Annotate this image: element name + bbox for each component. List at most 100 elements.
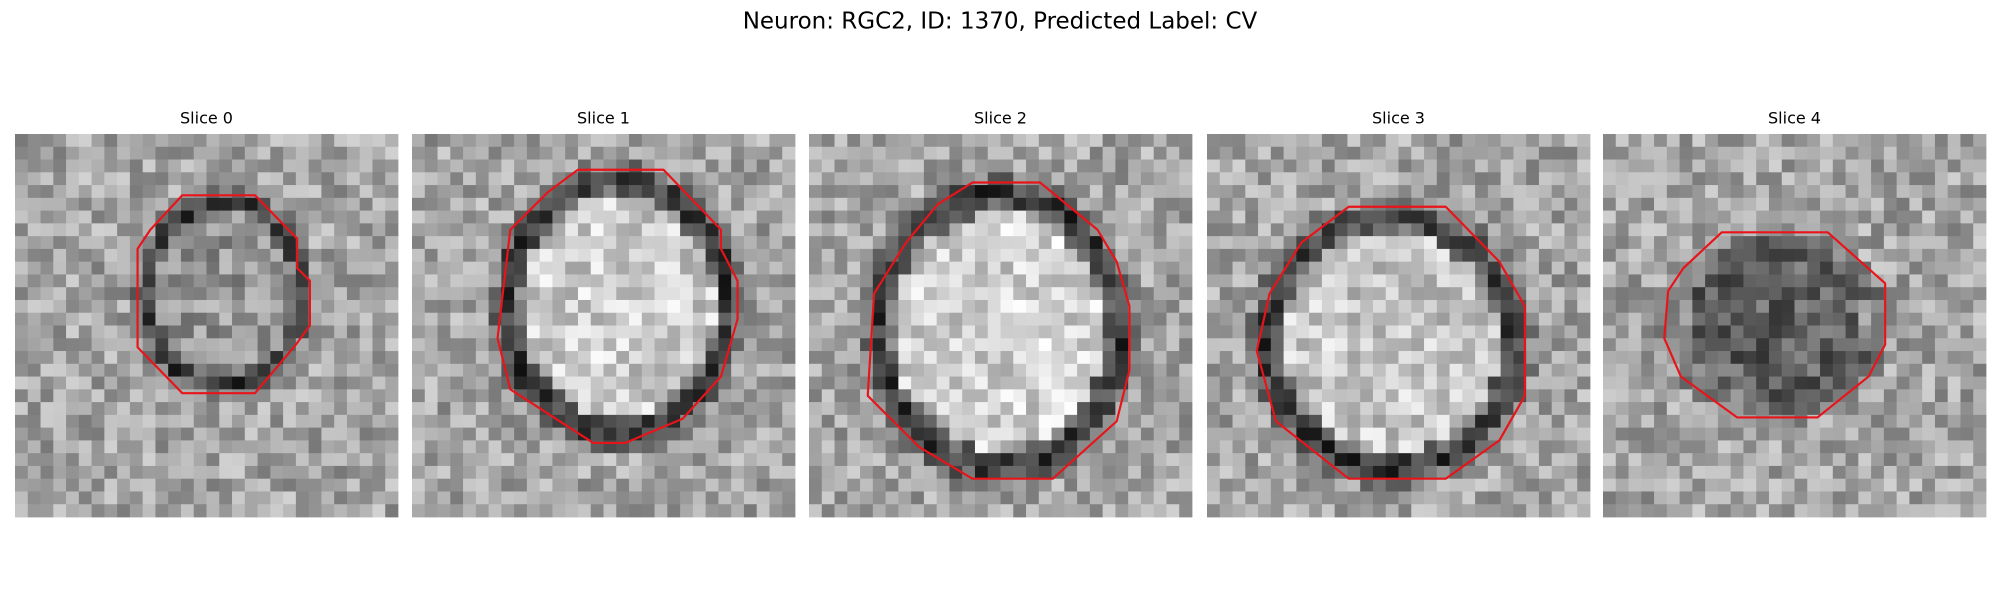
pixel bbox=[1283, 338, 1297, 352]
pixel bbox=[1462, 261, 1476, 275]
pixel bbox=[1051, 325, 1065, 339]
pixel bbox=[1270, 159, 1284, 173]
pixel bbox=[898, 210, 912, 224]
pixel bbox=[1309, 427, 1323, 441]
pixel bbox=[1845, 159, 1859, 173]
pixel bbox=[412, 389, 426, 403]
pixel bbox=[1513, 325, 1527, 339]
pixel bbox=[565, 478, 579, 492]
pixel bbox=[463, 363, 477, 377]
pixel bbox=[437, 465, 451, 480]
pixel bbox=[834, 440, 848, 454]
pixel bbox=[1038, 159, 1052, 173]
pixel bbox=[1258, 197, 1272, 211]
pixel bbox=[1934, 134, 1949, 148]
pixel bbox=[117, 287, 131, 301]
pixel bbox=[1140, 299, 1155, 314]
pixel bbox=[1564, 389, 1578, 403]
pixel bbox=[1219, 274, 1233, 288]
pixel bbox=[1909, 261, 1923, 275]
pixel bbox=[1551, 210, 1565, 224]
pixel bbox=[821, 287, 835, 301]
pixel bbox=[372, 351, 386, 365]
pixel bbox=[514, 325, 528, 339]
pixel bbox=[1654, 236, 1668, 250]
pixel bbox=[1577, 287, 1591, 301]
pixel bbox=[1475, 376, 1489, 390]
pixel bbox=[616, 465, 630, 480]
pixel bbox=[1794, 248, 1808, 263]
pixel bbox=[1883, 261, 1898, 275]
pixel bbox=[809, 236, 823, 250]
pixel bbox=[78, 414, 92, 429]
pixel bbox=[1883, 172, 1898, 186]
pixel bbox=[53, 414, 67, 429]
pixel bbox=[756, 402, 770, 416]
pixel bbox=[1153, 338, 1167, 352]
pixel bbox=[949, 210, 963, 224]
pixel bbox=[552, 453, 566, 467]
pixel bbox=[962, 338, 976, 352]
pixel bbox=[244, 299, 258, 314]
pixel bbox=[1207, 146, 1221, 160]
pixel bbox=[1089, 197, 1104, 211]
pixel bbox=[616, 287, 630, 301]
pixel bbox=[1475, 389, 1489, 403]
pixel bbox=[1270, 478, 1284, 492]
pixel bbox=[1756, 299, 1770, 314]
pixel bbox=[769, 312, 783, 326]
pixel bbox=[1487, 402, 1502, 416]
pixel bbox=[1730, 338, 1744, 352]
pixel bbox=[475, 440, 489, 454]
pixel bbox=[1424, 376, 1438, 390]
pixel bbox=[295, 414, 310, 429]
pixel bbox=[1909, 223, 1923, 237]
pixel bbox=[1153, 478, 1167, 492]
pixel bbox=[1436, 274, 1450, 288]
pixel bbox=[526, 351, 541, 365]
pixel bbox=[1398, 223, 1412, 237]
pixel bbox=[1321, 453, 1336, 467]
pixel bbox=[1781, 491, 1795, 505]
pixel bbox=[463, 504, 477, 518]
pixel bbox=[257, 465, 271, 480]
pixel bbox=[1038, 287, 1052, 301]
panel-title: Slice 4 bbox=[1768, 109, 1821, 128]
pixel bbox=[603, 223, 617, 237]
pixel bbox=[949, 325, 963, 339]
pixel bbox=[526, 159, 541, 173]
pixel bbox=[1064, 363, 1078, 377]
pixel bbox=[1038, 453, 1052, 467]
pixel bbox=[257, 491, 271, 505]
pixel bbox=[334, 134, 348, 148]
pixel bbox=[1385, 223, 1399, 237]
pixel bbox=[15, 274, 29, 288]
pixel bbox=[1794, 363, 1808, 377]
pixel bbox=[1051, 287, 1065, 301]
pixel bbox=[1449, 376, 1463, 390]
pixel bbox=[1615, 134, 1629, 148]
pixel bbox=[1858, 134, 1872, 148]
pixel bbox=[603, 274, 617, 288]
pixel bbox=[1487, 159, 1502, 173]
pixel bbox=[667, 172, 681, 186]
pixel bbox=[526, 338, 541, 352]
pixel bbox=[1449, 478, 1463, 492]
pixel bbox=[193, 210, 207, 224]
pixel bbox=[756, 376, 770, 390]
pixel bbox=[372, 261, 386, 275]
pixel bbox=[1411, 274, 1425, 288]
pixel bbox=[1654, 134, 1668, 148]
pixel bbox=[66, 440, 80, 454]
pixel bbox=[463, 210, 477, 224]
pixel bbox=[809, 363, 823, 377]
pixel bbox=[78, 248, 92, 263]
pixel bbox=[590, 376, 604, 390]
pixel bbox=[1026, 325, 1040, 339]
pixel bbox=[91, 491, 105, 505]
pixel bbox=[834, 248, 848, 263]
pixel bbox=[66, 236, 80, 250]
pixel bbox=[1207, 325, 1221, 339]
pixel bbox=[1026, 440, 1040, 454]
pixel bbox=[809, 338, 823, 352]
